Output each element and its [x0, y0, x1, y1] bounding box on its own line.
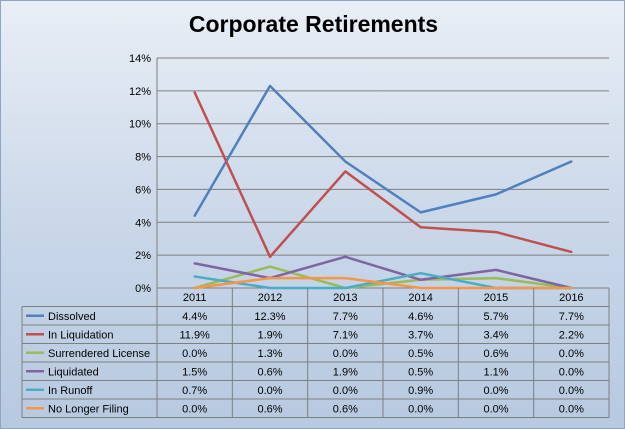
legend-label: In Runoff: [48, 385, 93, 397]
table-cell: 1.9%: [333, 366, 358, 378]
y-tick-label: 12%: [129, 86, 151, 98]
table-cell: 12.3%: [254, 311, 285, 323]
x-category-label: 2011: [183, 292, 207, 304]
x-category-label: 2014: [408, 292, 432, 304]
x-category-label: 2016: [559, 292, 583, 304]
table-cell: 1.9%: [257, 329, 282, 341]
table-cell: 0.0%: [333, 348, 358, 360]
table-cell: 0.0%: [559, 403, 584, 415]
table-cell: 0.0%: [408, 403, 433, 415]
table-cell: 4.4%: [182, 311, 207, 323]
legend-label: No Longer Filing: [48, 403, 129, 415]
table-cell: 5.7%: [483, 311, 508, 323]
table-cell: 0.6%: [333, 403, 358, 415]
table-cell: 7.7%: [559, 311, 584, 323]
table-cell: 0.7%: [182, 385, 207, 397]
table-cell: 0.0%: [483, 385, 508, 397]
table-cell: 0.0%: [182, 348, 207, 360]
table-cell: 1.1%: [483, 366, 508, 378]
x-category-label: 2013: [333, 292, 357, 304]
gridlines: [157, 57, 609, 289]
x-category-label: 2015: [484, 292, 508, 304]
series-lines: [193, 84, 573, 290]
table-cell: 1.3%: [257, 348, 282, 360]
y-tick-label: 10%: [129, 119, 151, 131]
x-category-label: 2012: [258, 292, 282, 304]
y-tick-label: 6%: [135, 184, 151, 196]
legend-label: In Liquidation: [48, 329, 113, 341]
axes: 0% 2% 4% 6% 8% 10% 12% 14%: [129, 53, 158, 295]
table-cell: 11.9%: [179, 329, 210, 341]
table-cell: 0.0%: [182, 403, 207, 415]
legend-label: Surrendered License: [48, 348, 150, 360]
table-cell: 0.0%: [257, 385, 282, 397]
table-cell: 0.5%: [408, 366, 433, 378]
y-tick-label: 0%: [135, 283, 151, 295]
chart-title: Corporate Retirements: [188, 11, 439, 37]
table-cell: 0.9%: [408, 385, 433, 397]
series-line-in-liquidation: [193, 91, 573, 259]
table-cell: 4.6%: [408, 311, 433, 323]
data-table: 2011 2012 2013 2014 2015 2016 Dissolved 4.4% 12.…: [21, 288, 610, 418]
legend-label: Liquidated: [48, 366, 99, 378]
table-cell: 0.0%: [559, 366, 584, 378]
table-cell: 0.0%: [559, 348, 584, 360]
legend-label: Dissolved: [48, 311, 96, 323]
table-cell: 0.5%: [408, 348, 433, 360]
table-cell: 1.5%: [182, 366, 207, 378]
table-cell: 2.2%: [559, 329, 584, 341]
table-cell: 3.7%: [408, 329, 433, 341]
table-cell: 0.0%: [483, 403, 508, 415]
plot-area: [157, 58, 609, 288]
y-tick-label: 14%: [129, 53, 151, 65]
y-tick-label: 4%: [135, 217, 151, 229]
series-line-liquidated: [193, 255, 573, 290]
table-cell: 3.4%: [483, 329, 508, 341]
series-line-no-longer-filing: [193, 276, 573, 290]
series-line-dissolved: [193, 84, 573, 217]
table-cell: 0.0%: [333, 385, 358, 397]
table-cell: 0.6%: [483, 348, 508, 360]
table-cell: 0.6%: [257, 366, 282, 378]
table-cell: 7.7%: [333, 311, 358, 323]
table-cell: 0.6%: [257, 403, 282, 415]
y-tick-label: 8%: [135, 152, 151, 164]
y-tick-label: 2%: [135, 250, 151, 262]
table-cell: 0.0%: [559, 385, 584, 397]
table-cell: 7.1%: [333, 329, 358, 341]
